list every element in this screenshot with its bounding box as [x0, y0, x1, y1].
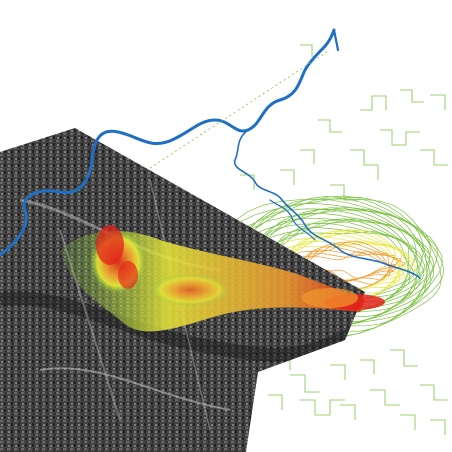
- map-figure: [0, 0, 452, 452]
- map-canvas: [0, 0, 452, 452]
